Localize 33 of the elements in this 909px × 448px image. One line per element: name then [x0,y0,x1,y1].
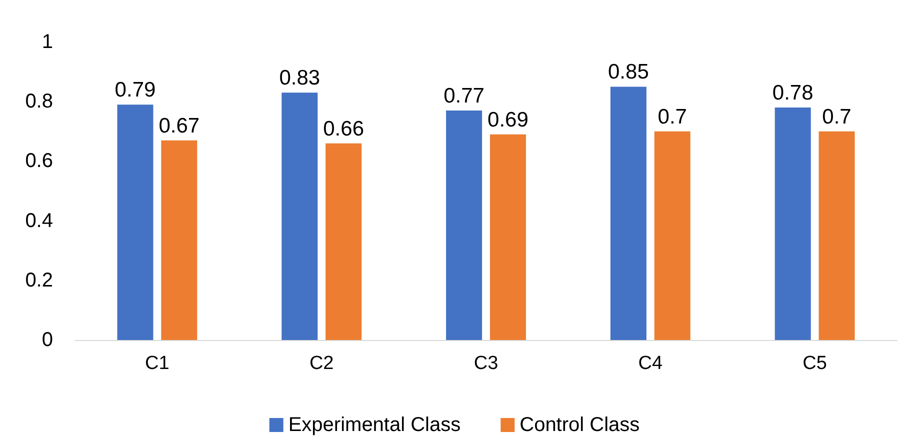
data-label: 0.83 [279,66,320,90]
bar [818,131,855,340]
x-tick-label: C3 [474,353,498,374]
data-label: 0.69 [488,108,528,132]
bar [446,110,482,340]
y-tick-label: 0.8 [25,90,53,113]
bar [490,134,526,340]
bar [774,108,811,340]
y-tick-label: 0.6 [25,150,53,172]
bar [654,131,690,340]
y-tick-label: 1 [42,31,53,53]
bar [282,92,318,340]
bar [326,143,362,340]
data-label: 0.7 [822,105,852,128]
data-label: 0.67 [158,114,200,138]
legend-label: Control Class [520,414,640,436]
x-tick-label: C1 [145,353,170,374]
x-tick-label: C5 [802,353,827,374]
bar [161,140,198,340]
x-tick-label: C2 [309,353,334,374]
bar [610,86,646,340]
legend-label: Experimental Class [288,414,461,436]
bar [117,104,154,340]
y-tick-label: 0 [42,329,53,351]
y-tick-label: 0.4 [25,210,53,232]
data-label: 0.79 [114,78,156,102]
data-label: 0.78 [772,82,814,105]
x-tick-label: C4 [638,353,663,374]
data-label: 0.85 [608,60,649,84]
data-label: 0.66 [323,117,364,140]
data-label: 0.77 [444,84,484,108]
y-tick-label: 0.2 [25,269,53,292]
data-label: 0.7 [658,105,687,128]
